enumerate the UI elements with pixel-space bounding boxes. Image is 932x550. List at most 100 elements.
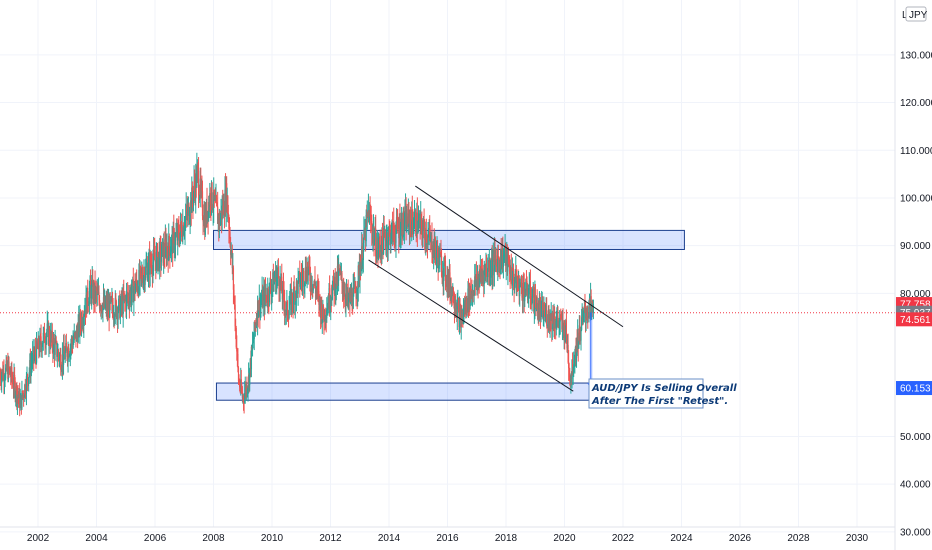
time-tick-label: 2030 [846,533,869,544]
candle-body [172,228,174,253]
candle-body [281,276,283,294]
candle-body [578,341,580,349]
candle-body [584,305,586,312]
candle-body [530,298,532,301]
candle-body [564,322,566,341]
time-tick-label: 2012 [319,533,342,544]
annotation-note[interactable]: AUD/JPY Is Selling Overall After The Fir… [588,378,737,409]
candle-body [413,215,416,227]
candle-body [264,288,267,296]
candle-body [555,320,557,328]
time-tick-label: 2022 [612,533,635,544]
candle-body [133,290,135,303]
candle-body [82,324,84,326]
candle-body [535,296,538,311]
candle-body [276,272,278,277]
candle-body [278,277,280,290]
candle-body [226,183,228,208]
candle-body [348,297,350,303]
candle-body [239,381,241,388]
candle-body [114,298,116,317]
candle-body [32,352,34,363]
candle-body [284,302,286,313]
candle-body [192,192,195,204]
candle-body [57,350,60,356]
candle-body [196,168,198,187]
candle-body [299,283,301,287]
candle-body [188,221,191,223]
candle-body [152,262,154,275]
candle-body [431,254,434,256]
candle-body [508,264,510,266]
candle-body [159,243,161,269]
time-axis[interactable]: 2002 2004 2006 2008 2010 2012 2014 2016 2018 2020… [0,526,895,544]
candle-body [98,300,101,309]
candle-body [28,372,30,378]
candle-body [540,305,542,320]
price-tick-label: 80.000 [900,289,931,300]
candle-body [330,298,332,301]
candle-body [36,340,38,347]
candle-body [277,266,280,278]
candle-body [559,321,561,323]
candle-body [187,207,189,216]
candle-body [498,258,500,264]
candle-body [422,229,424,239]
candle-body [23,393,25,398]
candle-body [582,311,584,318]
candle-body [13,374,15,388]
candle-body [325,318,327,319]
candle-body [189,218,191,222]
candle-body [185,208,187,217]
resistance-zone[interactable] [213,229,685,250]
candle-body [14,381,16,398]
candle-body [394,232,396,241]
candle-body [389,229,391,246]
candle-body [514,283,516,289]
candle-body [383,228,385,254]
candle-body [489,273,492,276]
candle-body [177,225,179,241]
currency-badge[interactable] [905,6,927,22]
price-axis[interactable]: 130.000 120.000 110.000 100.000 90.000 80.000… [894,0,932,550]
candles [0,152,595,417]
candle-body [445,280,447,285]
scale-log-toggle[interactable]: L [902,10,908,21]
candle-body [553,316,556,328]
candle-body [131,281,133,294]
upper-channel-line[interactable] [415,185,624,328]
candle-body [161,244,163,257]
candle-body [580,329,582,341]
time-tick-label: 2026 [729,533,752,544]
candle-body [514,280,516,284]
candle-body [9,368,11,375]
time-axis-ticks: 2002 2004 2006 2008 2010 2012 2014 2016 2018 2020… [27,533,869,544]
price-tag-label: 74.561 [900,315,931,326]
candle-body [1,375,3,383]
candle-body [79,314,82,324]
candle-body [294,294,296,305]
candle-body [470,288,472,297]
candle-body [191,187,193,198]
candle-body [388,229,390,241]
candle-body [340,270,342,274]
candle-body [68,348,70,358]
candle-body [527,296,529,300]
candle-body [452,287,454,302]
candle-body [500,249,502,268]
candle-body [129,296,131,306]
lower-channel-line[interactable] [368,259,574,392]
trendlines[interactable] [368,185,624,392]
candle-body [254,324,256,328]
candle-body [395,229,397,243]
price-tick-label: 100.000 [900,193,932,204]
candle-body [169,251,172,256]
candle-body [19,399,21,408]
candle-body [216,203,218,207]
projection-arrow[interactable] [587,312,595,390]
annotation-box [588,378,704,409]
candle-body [260,301,263,303]
candle-body [285,304,287,312]
candle-body [253,322,255,340]
